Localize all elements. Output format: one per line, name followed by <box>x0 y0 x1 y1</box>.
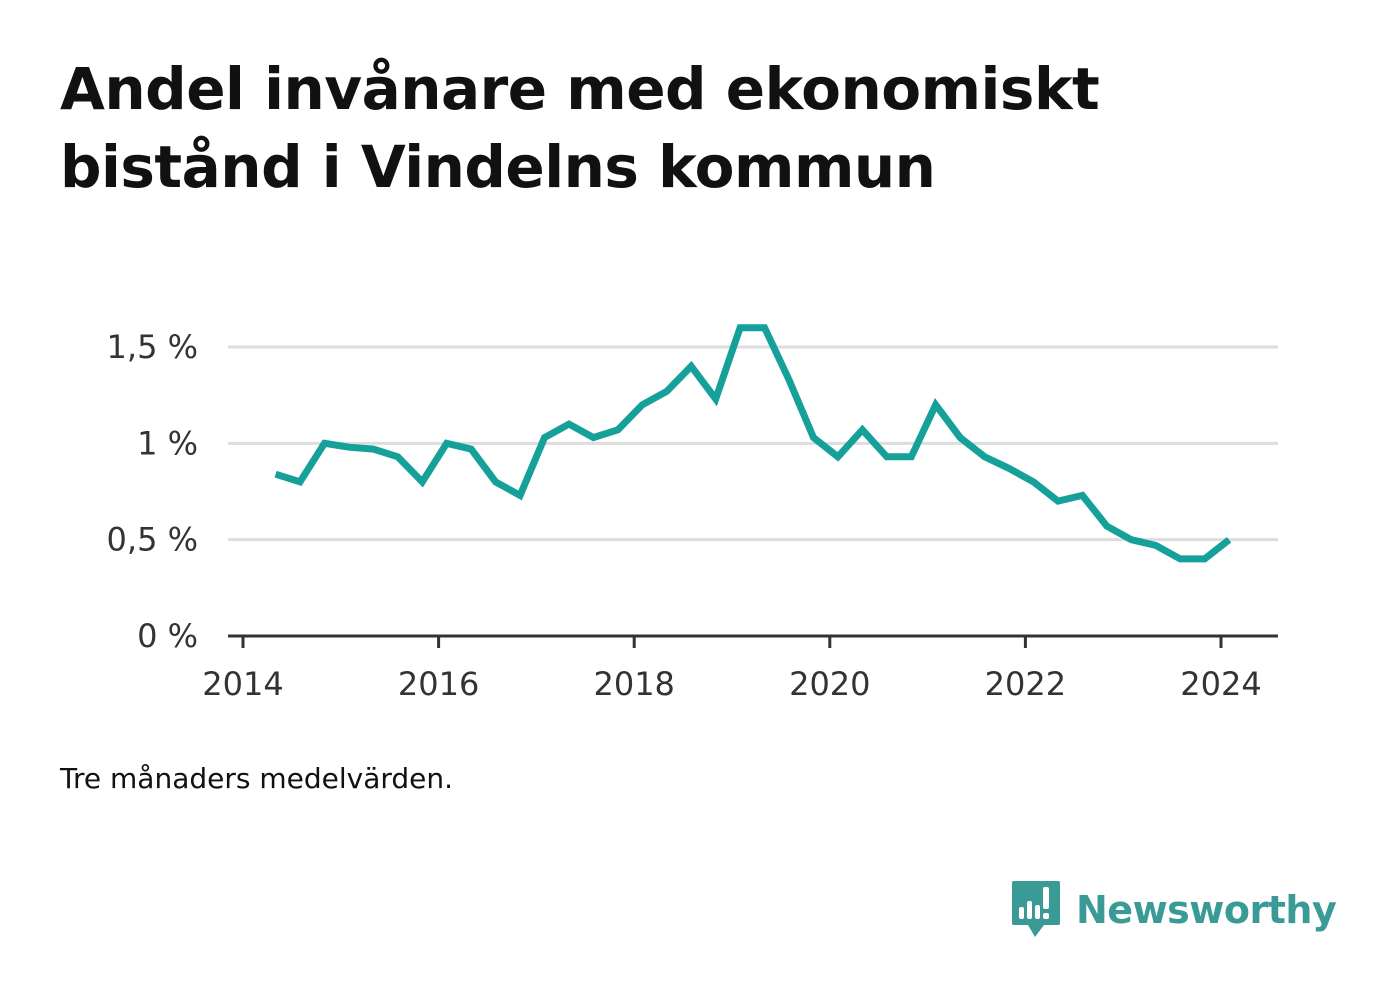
x-axis-ticks: 2014 2016 2018 2020 2022 2024 <box>202 636 1262 703</box>
x-tick-label: 2024 <box>1180 665 1261 703</box>
chart-title: Andel invånare med ekonomiskt bistånd i … <box>60 55 1100 201</box>
x-tick-label: 2016 <box>398 665 479 703</box>
gridlines <box>228 345 1278 542</box>
chart-note: Tre månaders medelvärden. <box>60 762 454 795</box>
y-axis-ticks: 0 % 0,5 % 1 % 1,5 % <box>107 328 198 655</box>
y-tick-label: 1,5 % <box>107 328 198 366</box>
x-tick-label: 2020 <box>789 665 870 703</box>
x-tick-label: 2014 <box>202 665 283 703</box>
y-tick-label: 0,5 % <box>107 521 198 559</box>
x-tick-label: 2022 <box>985 665 1066 703</box>
x-tick-label: 2018 <box>593 665 674 703</box>
brand-name: Newsworthy <box>1076 888 1337 932</box>
series-group <box>274 324 1232 563</box>
series-line <box>274 324 1232 563</box>
y-tick-label: 1 % <box>137 424 198 462</box>
newsworthy-logo-icon <box>1012 881 1060 937</box>
line-chart: 0 % 0,5 % 1 % 1,5 % 2014 2016 2018 2020 2022 202… <box>107 324 1278 703</box>
brand-logo: Newsworthy <box>1010 878 1337 942</box>
y-tick-label: 0 % <box>137 617 198 655</box>
